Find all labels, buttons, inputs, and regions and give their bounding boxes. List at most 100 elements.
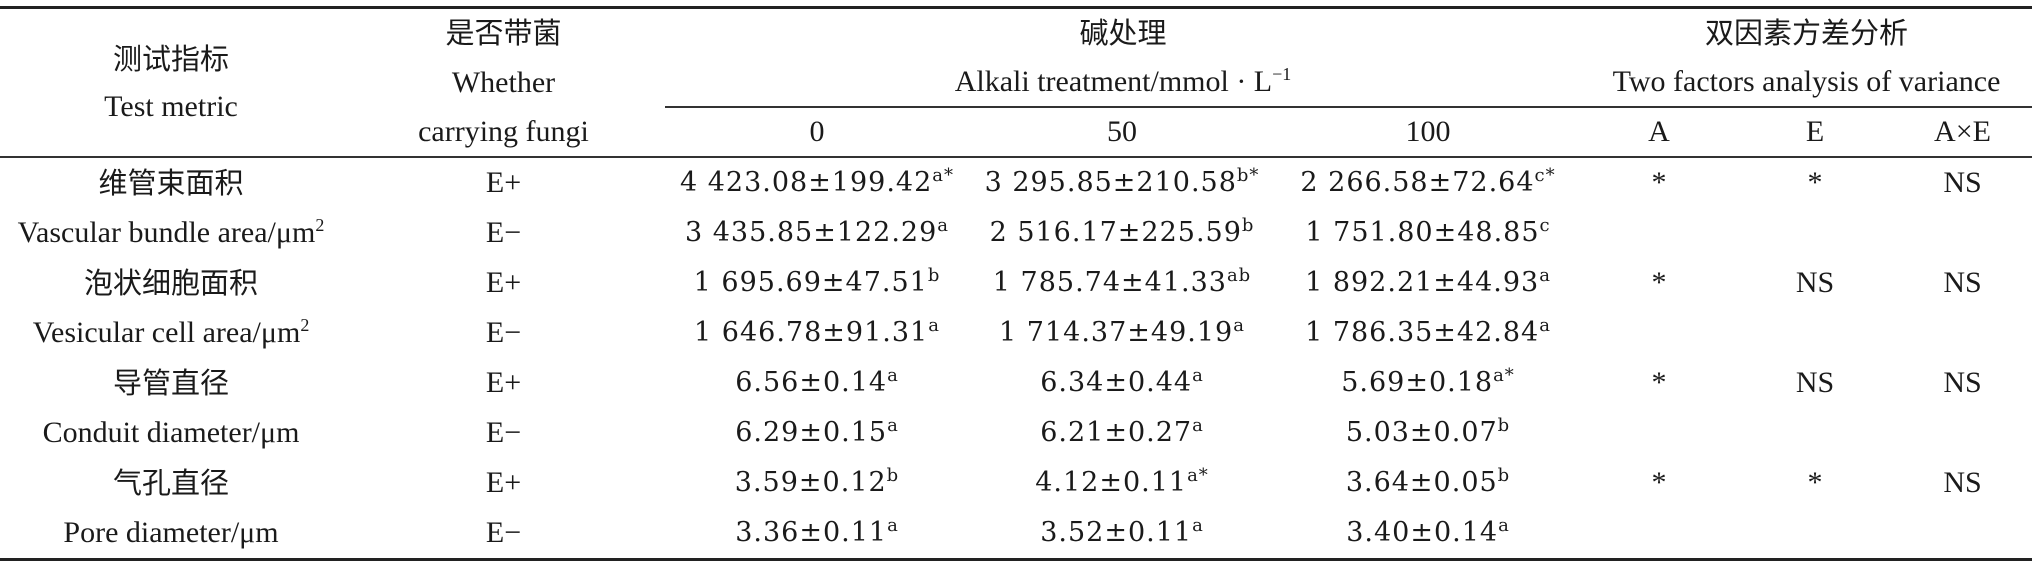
significance-letter: c* [1534, 165, 1556, 186]
value-cell: 1 892.21±44.93a [1275, 258, 1581, 308]
value-text: 5.03±0.07 [1345, 417, 1498, 448]
value-text: 1 786.35±42.84 [1305, 317, 1540, 348]
value-cell: 5.69±0.18a* [1275, 358, 1581, 408]
anova-cell [1893, 508, 2032, 561]
significance-letter: b [1497, 415, 1511, 436]
value-cell: 3.40±0.14a [1275, 508, 1582, 561]
value-text: 3.40±0.14 [1346, 517, 1499, 548]
significance-letter: a [1192, 515, 1204, 536]
value-text: 5.69±0.18 [1341, 367, 1494, 398]
value-text: 3.36±0.11 [735, 517, 888, 548]
header-factor-e: E [1737, 107, 1894, 158]
anova-cell [1581, 208, 1737, 258]
table-row: 泡状细胞面积 E+ 1 695.69±47.51b 1 785.74±41.33ab 1… [0, 258, 2032, 308]
significance-letter: a [1539, 265, 1551, 286]
table-row: Conduit diameter/μm E− 6.29±0.15a 6.21±0.27… [0, 408, 2032, 458]
value-cell: 1 785.74±41.33ab [969, 258, 1275, 308]
anova-cell: * [1651, 266, 1667, 299]
anova-cell [1737, 408, 1893, 458]
significance-letter: a [1539, 315, 1551, 336]
value-text: 1 892.21±44.93 [1305, 267, 1540, 298]
significance-letter: a* [1187, 465, 1209, 486]
anova-cell [1581, 308, 1737, 358]
row-label-sup: 2 [315, 215, 325, 235]
anova-cell [1893, 308, 2032, 358]
value-text: 6.56±0.14 [735, 367, 888, 398]
value-text: 1 646.78±91.31 [694, 317, 929, 348]
anova-cell: NS [1795, 366, 1835, 399]
value-text: 3.64±0.05 [1345, 467, 1498, 498]
fungi-group: E+ [485, 266, 522, 299]
value-cell: 1 646.78±91.31a [665, 308, 969, 358]
header-fungi-en-1: Whether [451, 65, 556, 99]
significance-letter: a* [1493, 365, 1515, 386]
value-cell: 3.59±0.12b [665, 458, 969, 508]
header-factor-a: A [1581, 107, 1738, 158]
fungi-group: E− [485, 316, 522, 349]
significance-letter: b* [1236, 165, 1260, 186]
header-level-100: 100 [1275, 107, 1582, 158]
significance-letter: c [1539, 215, 1551, 236]
table-row: Vascular bundle area/μm2 E− 3 435.85±122.2… [0, 208, 2032, 258]
anova-cell: * [1651, 466, 1667, 499]
value-text: 1 695.69±47.51 [693, 267, 928, 298]
value-text: 1 714.37±49.19 [999, 317, 1234, 348]
header-alkali-en-text: Alkali treatment/mmol · L [954, 65, 1273, 98]
anova-cell: NS [1943, 166, 1982, 199]
header-test-metric-en: Test metric [104, 89, 238, 123]
header-test-metric-cn: 测试指标 [112, 41, 229, 76]
table-row: 导管直径 E+ 6.56±0.14a 6.34±0.44a 5.69±0.18a* * NS… [0, 358, 2032, 408]
table-row: 维管束面积 E+ 4 423.08±199.42a* 3 295.85±210.58b… [0, 157, 2032, 208]
table-row: Vesicular cell area/μm2 E− 1 646.78±91.31a… [0, 308, 2032, 358]
table-row: Pore diameter/μm E− 3.36±0.11a 3.52±0.11a 3.… [0, 508, 2032, 561]
anova-cell: * [1807, 466, 1823, 499]
header-anova-cn-text: 双因素方差分析 [1705, 16, 1909, 50]
anova-cell: NS [1943, 266, 1982, 299]
significance-letter: a [887, 415, 899, 436]
fungi-group: E− [342, 508, 665, 561]
value-cell: 2 516.17±225.59b [969, 208, 1275, 258]
value-cell: 3 295.85±210.58b* [969, 157, 1275, 208]
header-alkali-cn-text: 碱处理 [1079, 16, 1167, 50]
value-text: 1 785.74±41.33 [992, 267, 1227, 298]
significance-letter: a [887, 515, 899, 536]
row-label-text: Vesicular cell area/μm [32, 316, 301, 349]
value-cell: 1 695.69±47.51b [665, 258, 969, 308]
anova-cell [1581, 508, 1738, 561]
anova-cell [1893, 208, 2032, 258]
value-text: 2 266.58±72.64 [1300, 167, 1535, 198]
anatomy-table: 测试指标 Test metric 是否带菌 碱处理 双因素方差分析 Whethe… [0, 6, 2032, 561]
value-cell: 1 751.80±48.85c [1275, 208, 1581, 258]
value-cell: 6.21±0.27a [969, 408, 1275, 458]
row-label: Vascular bundle area/μm2 [0, 208, 342, 258]
row-label-text: Pore diameter/μm [63, 516, 279, 549]
anova-cell: NS [1795, 266, 1835, 299]
row-label-text: 气孔直径 [112, 465, 229, 500]
value-text: 4.12±0.11 [1035, 467, 1188, 498]
value-text: 6.34±0.44 [1040, 367, 1193, 398]
header-factor-axe: A×E [1893, 107, 2032, 158]
row-label-text: 导管直径 [112, 365, 229, 400]
header-alkali-en-sup: −1 [1272, 64, 1292, 84]
row-label: 维管束面积 [0, 157, 342, 208]
value-cell: 2 266.58±72.64c* [1275, 157, 1581, 208]
header-test-metric: 测试指标 Test metric [0, 6, 342, 158]
row-label-text: 泡状细胞面积 [83, 265, 258, 300]
row-label-text: Vascular bundle area/μm [17, 216, 316, 249]
fungi-group: E+ [485, 466, 522, 499]
significance-letter: a [928, 315, 940, 336]
anova-cell [1737, 508, 1894, 561]
row-label-text: 维管束面积 [98, 165, 244, 200]
header-alkali-en: Alkali treatment/mmol · L−1 [665, 58, 1582, 108]
value-cell: 3 435.85±122.29a [665, 208, 969, 258]
significance-letter: b [927, 265, 941, 286]
header-level-0: 0 [665, 107, 969, 158]
anova-cell [1581, 408, 1737, 458]
fungi-group: E− [485, 416, 522, 449]
value-cell: 6.29±0.15a [665, 408, 969, 458]
row-label: 导管直径 [0, 358, 342, 408]
header-fungi-en-2: carrying fungi [342, 107, 665, 158]
anova-cell: NS [1943, 466, 1982, 499]
anova-cell [1737, 308, 1893, 358]
row-label-sup: 2 [300, 315, 310, 335]
